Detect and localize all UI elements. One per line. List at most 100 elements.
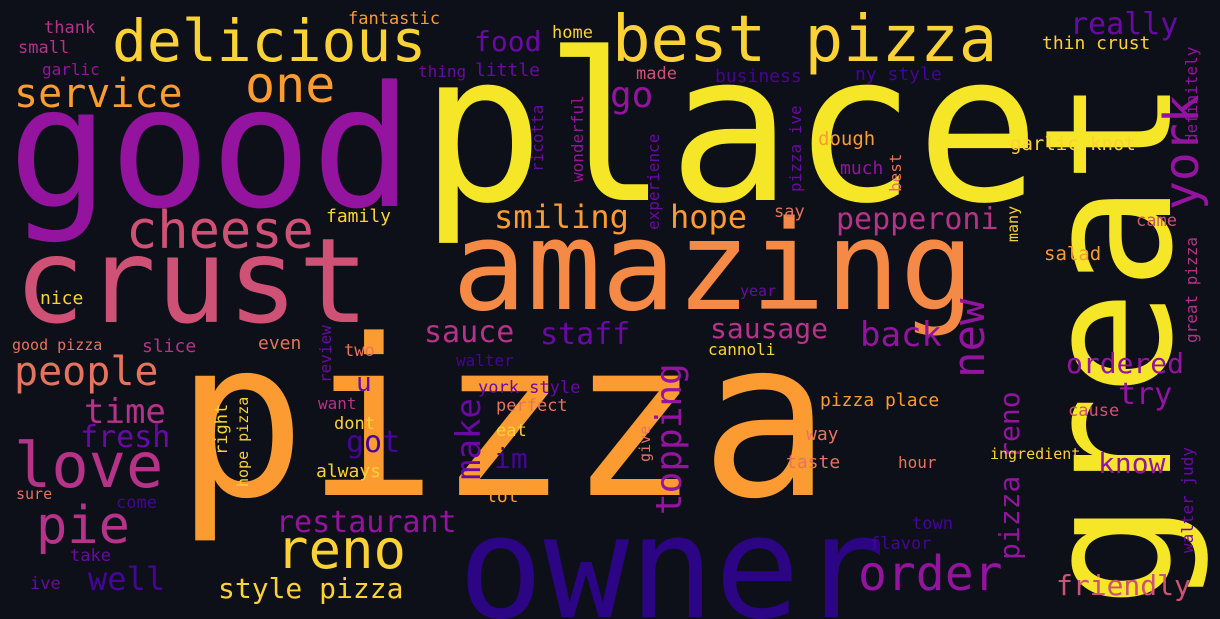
word-review: review — [316, 325, 335, 383]
word-thing: thing — [418, 62, 467, 81]
word-im: im — [494, 442, 528, 475]
word-pepperoni: pepperoni — [836, 202, 999, 237]
word-many: many — [1004, 205, 1022, 242]
word-great-pizza: great pizza — [1182, 237, 1201, 343]
word-order: order — [858, 546, 1003, 602]
word-sure: sure — [16, 485, 53, 503]
word-even: even — [258, 333, 302, 354]
word-came: came — [1136, 211, 1177, 231]
word-owner: owner — [458, 486, 886, 619]
word-hope-pizza: hope pizza — [234, 396, 252, 487]
word-salad: salad — [1044, 243, 1102, 265]
word-perfect: perfect — [496, 396, 568, 416]
word-best: best — [886, 153, 905, 192]
word-eat: eat — [496, 421, 527, 441]
word-good: good — [8, 50, 413, 246]
word-family: family — [326, 206, 392, 227]
word-really: really — [1070, 7, 1179, 42]
word-hour: hour — [898, 453, 937, 472]
word-service: service — [14, 71, 183, 117]
word-try: try — [1118, 377, 1173, 412]
word-got: got — [346, 425, 401, 460]
word-ny-style: ny style — [855, 64, 942, 85]
word-york-style: york style — [478, 378, 581, 398]
word-know: know — [1098, 447, 1166, 480]
word-made: made — [636, 64, 677, 84]
word-style-pizza: style pizza — [218, 572, 404, 605]
word-small: small — [18, 38, 70, 58]
word-business: business — [715, 66, 802, 87]
word-flavor: flavor — [870, 534, 932, 554]
word-right: right — [212, 403, 232, 455]
word-cheese: cheese — [126, 201, 314, 261]
word-pie: pie — [36, 496, 130, 556]
word-come: come — [116, 493, 157, 513]
word-pizza-place: pizza place — [820, 390, 940, 411]
word-experience: experience — [644, 133, 663, 230]
word-want: want — [318, 394, 357, 413]
word-smiling: smiling — [494, 198, 629, 236]
word-definitely: definitely — [1182, 46, 1201, 143]
word-town: town — [912, 514, 953, 534]
word-sausage: sausage — [710, 312, 829, 345]
word-one: one — [245, 56, 336, 114]
word-give: give — [636, 425, 654, 462]
word-reno: reno — [276, 518, 407, 581]
word-friendly: friendly — [1056, 569, 1191, 602]
word-ingredient: ingredient — [990, 445, 1081, 463]
word-crust: crust — [14, 212, 370, 350]
word-pizza-ive: pizza ive — [786, 105, 805, 192]
word-topping: topping — [649, 363, 690, 515]
word-food: food — [474, 25, 542, 58]
word-cause: cause — [1068, 401, 1120, 421]
word-thin-crust: thin crust — [1042, 33, 1151, 54]
word-thank: thank — [44, 18, 96, 38]
word-dough: dough — [818, 128, 876, 150]
word-lot: lot — [486, 486, 519, 507]
word-place: place — [420, 9, 1041, 249]
word-ordered: ordered — [1066, 347, 1185, 380]
word-two: two — [344, 341, 375, 361]
word-fantastic: fantastic — [348, 9, 441, 29]
word-garlic-knot: garlic knot — [1010, 133, 1136, 155]
word-make: make — [449, 398, 489, 480]
word-back: back — [860, 315, 942, 355]
word-nice: nice — [40, 288, 84, 309]
word-love: love — [14, 429, 164, 502]
word-hope: hope — [670, 198, 748, 236]
word-delicious: delicious — [112, 7, 427, 75]
word-walter-judy: walter judy — [1178, 447, 1197, 553]
word-cannoli: cannoli — [708, 340, 776, 359]
word-well: well — [88, 560, 166, 598]
word-little: little — [475, 60, 541, 81]
word-best-pizza: best pizza — [612, 3, 998, 77]
word-way: way — [806, 424, 839, 445]
word-home: home — [552, 23, 593, 43]
word-sauce: sauce — [424, 315, 515, 350]
word-garlic: garlic — [42, 60, 100, 79]
word-much: much — [840, 158, 884, 179]
word-new: new — [944, 298, 995, 378]
word-ive: ive — [30, 574, 61, 594]
word-good-pizza: good pizza — [12, 336, 103, 354]
word-fresh: fresh — [80, 420, 171, 455]
word-ricotta: ricotta — [528, 104, 547, 172]
word-take: take — [70, 546, 111, 566]
word-staff: staff — [540, 317, 631, 352]
word-pizza: pizza — [175, 294, 832, 547]
word-year: year — [740, 282, 777, 300]
word-u: u — [356, 368, 372, 398]
word-amazing: amazing — [452, 195, 975, 339]
word-pizza-reno: pizza reno — [993, 391, 1026, 560]
word-say: say — [774, 202, 805, 222]
word-always: always — [316, 461, 382, 482]
word-time: time — [84, 392, 166, 432]
word-restaurant: restaurant — [276, 505, 457, 540]
word-taste: taste — [786, 452, 841, 473]
word-slice: slice — [142, 336, 197, 357]
word-go: go — [610, 75, 654, 116]
word-dont: dont — [334, 414, 375, 434]
word-wonderful: wonderful — [568, 95, 587, 182]
word-walter: walter — [456, 351, 514, 370]
